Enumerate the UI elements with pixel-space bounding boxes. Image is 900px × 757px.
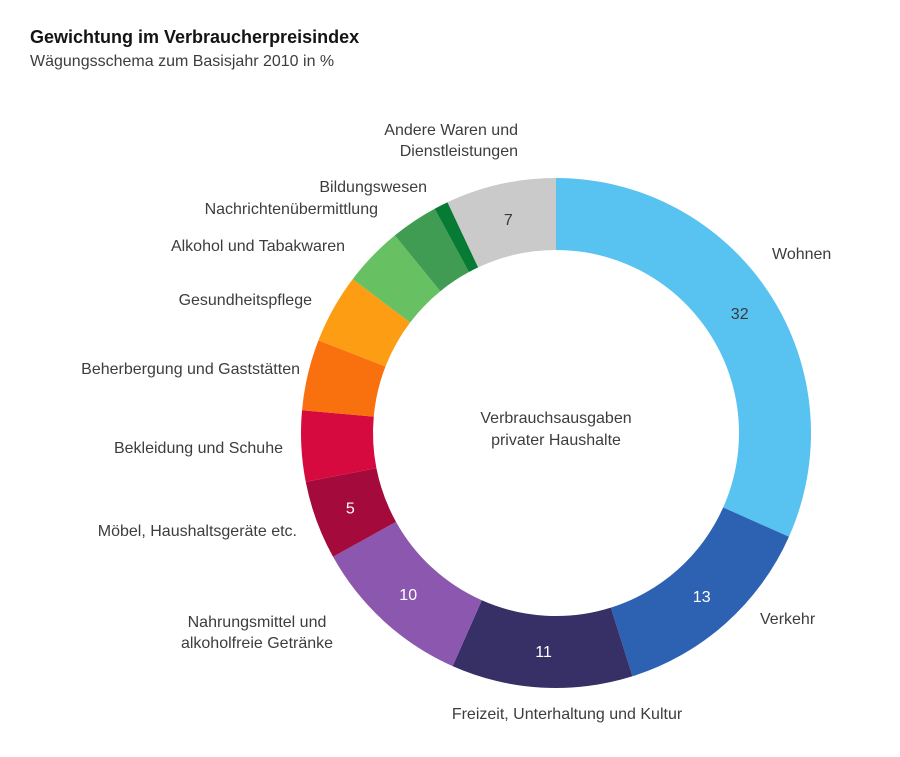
chart-title: Gewichtung im Verbraucherpreisindex	[30, 27, 360, 47]
donut-segment-bekleidung-und-schuhe	[301, 410, 377, 482]
segment-value-nahrungsmittel-und-alkoholfreie-getraenke: 10	[399, 587, 417, 604]
segment-value-freizeit-unterhaltung-und-kultur: 11	[535, 644, 552, 661]
segment-label-bekleidung-und-schuhe: Bekleidung und Schuhe	[114, 438, 283, 459]
segment-label-line: Dienstleistungen	[399, 143, 518, 160]
segment-label-alkohol-und-tabakwaren: Alkohol und Tabakwaren	[171, 236, 345, 257]
segment-label-line: Möbel, Haushaltsgeräte etc.	[97, 523, 297, 540]
donut-segment-beherbergung-und-gaststaetten	[302, 340, 386, 417]
donut-segment-andere-waren-und-dienstleistungen	[447, 178, 556, 268]
segment-label-line: Bildungswesen	[319, 179, 427, 196]
chart-header: Gewichtung im Verbraucherpreisindex Wägu…	[30, 26, 359, 72]
segment-label-line: Nachrichtenübermittlung	[204, 201, 378, 218]
segment-label-wohnen: Wohnen	[772, 244, 831, 265]
donut-segment-verkehr	[610, 507, 789, 677]
segment-label-line: Wohnen	[772, 246, 832, 263]
segment-label-line: Freizeit, Unterhaltung und Kultur	[451, 706, 683, 723]
segment-label-gesundheitspflege: Gesundheitspflege	[179, 290, 312, 311]
segment-label-line: Alkohol und Tabakwaren	[170, 238, 345, 255]
donut-segment-bildungswesen	[434, 202, 479, 273]
segment-value-andere-waren-und-dienstleistungen: 7	[504, 212, 513, 229]
segment-label-verkehr: Verkehr	[760, 609, 815, 630]
segment-label-line: Gesundheitspflege	[178, 292, 312, 309]
donut-center-label: Verbrauchsausgaben privater Haushalte	[480, 408, 631, 452]
segment-label-beherbergung-und-gaststaetten: Beherbergung und Gaststätten	[81, 359, 300, 380]
donut-segment-nahrungsmittel-und-alkoholfreie-getraenke	[333, 521, 482, 667]
segment-value-moebel-haushaltsgeraete: 5	[346, 501, 355, 518]
segment-label-andere-waren-und-dienstleistungen: Andere Waren und Dienstleistungen	[384, 120, 518, 162]
donut-segment-moebel-haushaltsgeraete	[305, 468, 397, 557]
segment-label-nachrichtenuebermittlung: Nachrichtenübermittlung	[205, 199, 378, 220]
donut-segment-nachrichtenuebermittlung	[394, 208, 469, 292]
segment-label-bildungswesen: Bildungswesen	[319, 177, 427, 198]
segment-label-line: alkoholfreie Getränke	[180, 635, 334, 652]
segment-label-moebel-haushaltsgeraete: Möbel, Haushaltsgeräte etc.	[98, 521, 297, 542]
segment-label-line: Nahrungsmittel und	[187, 614, 327, 631]
segment-label-line: Verkehr	[760, 611, 816, 628]
segment-value-wohnen: 32	[731, 306, 749, 323]
donut-segment-gesundheitspflege	[318, 279, 411, 367]
segment-label-line: Beherbergung und Gaststätten	[81, 361, 300, 378]
donut-segment-alkohol-und-tabakwaren	[352, 235, 441, 323]
donut-segment-freizeit-unterhaltung-und-kultur	[452, 600, 633, 689]
segment-value-verkehr: 13	[693, 589, 711, 606]
chart-subtitle: Wägungsschema zum Basisjahr 2010 in %	[30, 53, 335, 70]
segment-label-freizeit-unterhaltung-und-kultur: Freizeit, Unterhaltung und Kultur	[452, 704, 682, 725]
donut-center-label-line1: Verbrauchsausgaben	[480, 410, 632, 427]
donut-segment-wohnen	[556, 178, 811, 537]
segment-label-line: Bekleidung und Schuhe	[113, 440, 283, 457]
segment-label-nahrungsmittel-und-alkoholfreie-getraenke: Nahrungsmittel und alkoholfreie Getränke	[181, 612, 333, 654]
segment-label-line: Andere Waren und	[384, 122, 518, 139]
donut-center-label-line2: privater Haushalte	[491, 432, 621, 449]
